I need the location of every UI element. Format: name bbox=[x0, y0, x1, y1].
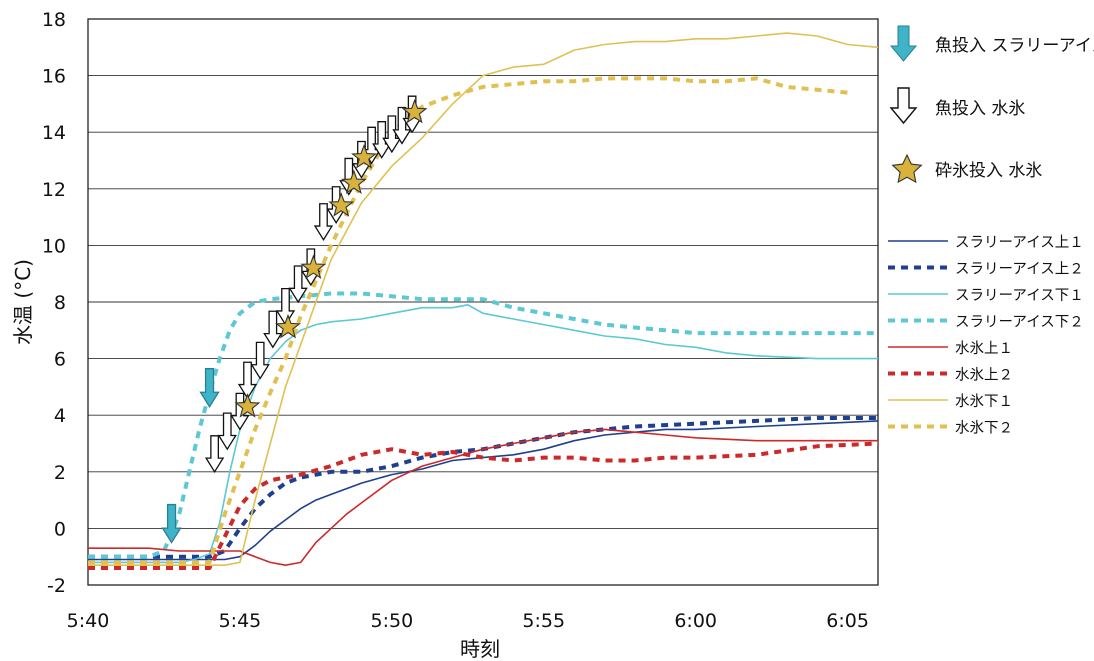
legend-label: スラリーアイス上２ bbox=[955, 261, 1084, 278]
series-line bbox=[88, 76, 848, 565]
crushed-ice-legend-icon bbox=[891, 153, 923, 184]
fish-water-marker bbox=[204, 435, 225, 474]
series-line bbox=[88, 441, 879, 570]
fish-water-legend-label: 魚投入 水氷 bbox=[935, 99, 1025, 119]
y-tick-label: 12 bbox=[42, 179, 66, 201]
series-line bbox=[88, 420, 879, 561]
legend-label: 水氷上１ bbox=[955, 340, 1013, 357]
fish-slurry-marker bbox=[199, 368, 220, 408]
crushed-ice-marker bbox=[234, 393, 261, 418]
fish-water-marker bbox=[263, 310, 283, 349]
event-markers bbox=[161, 95, 428, 544]
y-tick-label: 10 bbox=[42, 235, 66, 257]
y-ticks: -2 0 2 4 6 8 10 12 14 16 18 bbox=[42, 9, 66, 597]
legend-label: スラリーアイス下２ bbox=[955, 315, 1084, 331]
y-tick-label: 14 bbox=[42, 122, 66, 144]
x-ticks: 5:40 5:45 5:50 5:55 6:00 6:05 bbox=[67, 610, 869, 632]
series-layer bbox=[88, 32, 879, 570]
crushed-ice-marker bbox=[351, 144, 377, 169]
fish-water-marker bbox=[237, 361, 258, 400]
series-legend: スラリーアイス上１ スラリーアイス上２ スラリーアイス下１ スラリーアイス下２ 水氷上１… bbox=[888, 234, 1084, 437]
legend-label: 水氷上２ bbox=[955, 367, 1013, 384]
fish-water-marker bbox=[230, 392, 250, 431]
crushed-ice-marker bbox=[300, 254, 327, 279]
fish-water-marker bbox=[372, 121, 392, 159]
fish-water-marker bbox=[313, 203, 334, 241]
y-tick-label: -2 bbox=[47, 575, 66, 597]
y-tick-label: 0 bbox=[54, 518, 66, 540]
fish-water-marker bbox=[250, 341, 270, 380]
fish-slurry-legend-icon bbox=[889, 25, 918, 62]
y-tick-label: 2 bbox=[54, 462, 66, 484]
fish-water-legend-icon bbox=[889, 87, 918, 125]
x-tick-label: 6:05 bbox=[826, 610, 869, 632]
y-tick-label: 16 bbox=[42, 66, 66, 88]
y-tick-label: 4 bbox=[54, 405, 66, 427]
x-tick-label: 5:55 bbox=[522, 610, 565, 632]
y-axis-label: 水温 (°C) bbox=[11, 259, 35, 345]
x-tick-label: 6:00 bbox=[674, 610, 717, 632]
series-line bbox=[88, 416, 878, 559]
crushed-ice-marker bbox=[401, 98, 428, 124]
series-line bbox=[88, 291, 878, 559]
y-tick-label: 18 bbox=[42, 9, 66, 31]
x-tick-label: 5:40 bbox=[67, 610, 110, 632]
fish-water-marker bbox=[217, 412, 237, 451]
series-line bbox=[88, 303, 878, 564]
legend-label: 水氷下１ bbox=[955, 393, 1013, 410]
legend-label: スラリーアイス下１ bbox=[955, 288, 1084, 304]
y-tick-label: 6 bbox=[54, 349, 66, 371]
fish-water-marker bbox=[288, 265, 308, 304]
x-tick-label: 5:45 bbox=[219, 610, 262, 632]
fish-water-marker bbox=[382, 115, 402, 154]
crushed-ice-marker bbox=[341, 169, 367, 195]
fish-water-marker bbox=[275, 287, 296, 326]
legend-label: スラリーアイス上１ bbox=[955, 234, 1084, 251]
event-legend: 魚投入 スラリーアイス 魚投入 水氷 砕氷投入 水氷 bbox=[889, 25, 1094, 184]
crushed-ice-legend-label: 砕氷投入 水氷 bbox=[935, 161, 1042, 181]
series-line bbox=[88, 428, 878, 567]
grid bbox=[88, 75, 878, 529]
plot-area-frame bbox=[87, 18, 879, 586]
fish-slurry-legend-label: 魚投入 スラリーアイス bbox=[935, 36, 1094, 56]
crushed-ice-marker bbox=[275, 313, 301, 339]
y-tick-label: 8 bbox=[54, 292, 66, 314]
x-tick-label: 5:50 bbox=[371, 610, 414, 632]
legend-label: 水氷下２ bbox=[955, 420, 1013, 437]
fish-slurry-marker bbox=[161, 503, 182, 544]
crushed-ice-marker bbox=[328, 192, 355, 217]
x-axis-label: 時刻 bbox=[460, 637, 500, 661]
